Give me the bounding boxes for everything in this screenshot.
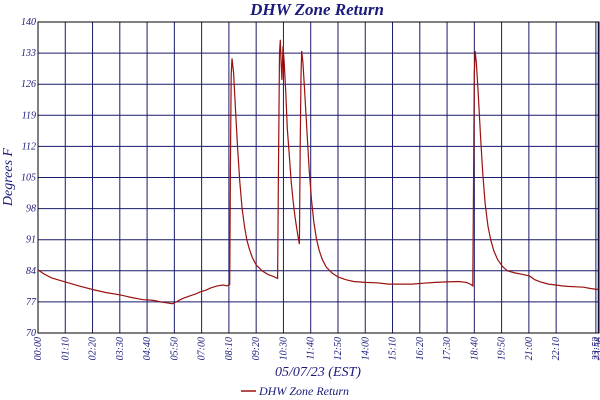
x-tick-label: 15:10 bbox=[388, 337, 399, 360]
y-tick-label: 119 bbox=[22, 110, 36, 121]
grid bbox=[37, 21, 599, 334]
y-axis-label: Degrees F bbox=[1, 147, 16, 207]
x-tick-label: 23:58 bbox=[593, 337, 600, 360]
x-tick-label: 07:00 bbox=[197, 337, 208, 360]
x-tick-label: 00:00 bbox=[33, 337, 44, 360]
x-tick-label: 14:00 bbox=[360, 337, 371, 360]
x-tick-label: 10:30 bbox=[278, 337, 289, 360]
x-tick-label: 12:50 bbox=[333, 337, 344, 360]
legend-label: DHW Zone Return bbox=[258, 384, 349, 398]
x-tick-label: 01:10 bbox=[60, 337, 71, 360]
x-tick-label: 08:10 bbox=[224, 337, 235, 360]
y-tick-label: 105 bbox=[21, 173, 36, 184]
y-tick-label: 112 bbox=[22, 141, 36, 152]
y-tick-label: 140 bbox=[21, 17, 36, 28]
legend: DHW Zone Return bbox=[241, 384, 349, 398]
x-tick-label: 18:40 bbox=[469, 337, 480, 360]
y-tick-label: 70 bbox=[26, 328, 36, 339]
plot-frame bbox=[37, 21, 600, 334]
chart-title: DHW Zone Return bbox=[249, 0, 384, 19]
x-axis-label: 05/07/23 (EST) bbox=[275, 365, 361, 380]
x-tick-label: 17:30 bbox=[442, 337, 453, 360]
y-tick-label: 126 bbox=[21, 79, 36, 90]
x-tick-label: 11:40 bbox=[306, 337, 317, 360]
x-tick-label: 04:40 bbox=[142, 337, 153, 360]
x-tick-label: 22:10 bbox=[551, 337, 562, 360]
x-tick-label: 21:00 bbox=[524, 337, 535, 360]
y-tick-label: 91 bbox=[26, 235, 36, 246]
x-tick-label: 09:20 bbox=[251, 337, 262, 360]
x-tick-label: 16:20 bbox=[415, 337, 426, 360]
x-tick-label: 19:50 bbox=[497, 337, 508, 360]
x-tick-label: 23:52 bbox=[591, 337, 600, 360]
y-tick-labels: 70 77 84 91 98 105 112 119 126 133 140 bbox=[21, 17, 37, 339]
x-tick-label: 05:50 bbox=[169, 337, 180, 360]
x-tick-labels: 00:00 01:10 02:20 03:30 04:40 05:50 07:00 08:10… bbox=[33, 337, 600, 360]
x-tick-label: 02:20 bbox=[88, 337, 99, 360]
x-tick-label: 03:30 bbox=[115, 337, 126, 360]
y-tick-label: 98 bbox=[26, 204, 36, 215]
y-tick-label: 77 bbox=[26, 297, 37, 308]
y-tick-label: 133 bbox=[21, 48, 36, 59]
series-line bbox=[37, 39, 599, 305]
y-tick-label: 84 bbox=[26, 266, 36, 277]
